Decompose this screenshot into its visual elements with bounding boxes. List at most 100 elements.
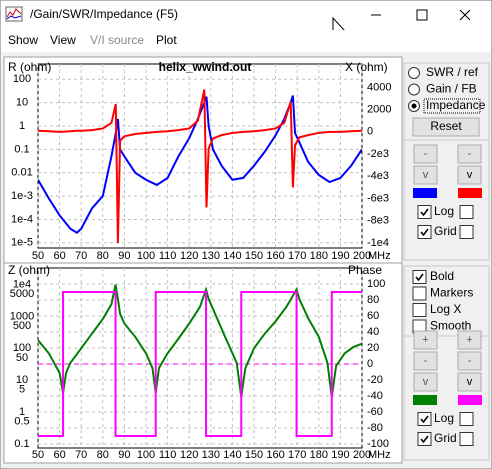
check-mark <box>415 273 424 282</box>
radio-label[interactable]: Impedance <box>426 98 486 112</box>
step-button[interactable] <box>457 165 482 185</box>
step-button[interactable] <box>413 144 438 164</box>
y-tick-label: 100 <box>13 73 31 85</box>
y-tick-label: -6e3 <box>367 192 389 204</box>
menu-item[interactable]: Show <box>8 33 38 47</box>
button-label[interactable]: v <box>423 376 429 388</box>
checkbox-label[interactable]: Grid <box>434 431 457 445</box>
y-tick-label: 80 <box>367 294 379 306</box>
y-tick-label: -8e3 <box>367 215 389 227</box>
checkbox[interactable] <box>412 303 427 317</box>
checkbox[interactable] <box>417 432 432 446</box>
y-tick-label: 40 <box>367 326 379 338</box>
button-label[interactable]: - <box>468 148 472 160</box>
menu-item[interactable]: V/I source <box>90 33 144 47</box>
step-button[interactable] <box>457 144 482 164</box>
reset-button[interactable] <box>412 117 480 137</box>
checkbox[interactable] <box>417 205 432 219</box>
checkbox-label[interactable]: Markers <box>430 286 473 300</box>
x-tick-label: 180 <box>310 449 328 461</box>
radio-button[interactable] <box>408 67 420 79</box>
button-label[interactable]: - <box>424 355 428 367</box>
x-tick-label: 200 <box>353 449 371 461</box>
y2-axis-label: X (ohm) <box>345 60 388 74</box>
checkbox-label[interactable]: Log <box>434 204 454 218</box>
step-button[interactable] <box>413 372 438 392</box>
checkbox-label[interactable]: Bold <box>430 269 454 283</box>
y-tick-label: 0.01 <box>11 167 32 179</box>
checkbox[interactable] <box>412 286 427 301</box>
y-tick-label: -40 <box>367 390 383 402</box>
checkbox-label[interactable]: Log X <box>430 302 461 316</box>
y-tick-label: 1e4 <box>13 278 31 290</box>
close-button[interactable] <box>459 9 471 21</box>
menu-item[interactable]: Plot <box>156 33 177 47</box>
x-tick-label: 170 <box>288 250 306 262</box>
checkbox[interactable] <box>459 225 474 239</box>
y-tick-label: 50 <box>16 352 28 364</box>
x-tick-label: 80 <box>97 449 109 461</box>
x-tick-label: 110 <box>159 250 177 262</box>
radio-button[interactable] <box>408 83 420 96</box>
check-mark <box>420 435 429 444</box>
checkbox[interactable] <box>412 270 427 284</box>
y-tick-label: -4e3 <box>367 170 389 182</box>
checkbox-label[interactable]: Smooth <box>430 319 471 333</box>
button-label[interactable]: Reset <box>430 119 462 133</box>
button-label[interactable]: + <box>466 334 472 346</box>
step-button[interactable] <box>457 372 482 392</box>
x-tick-label: 190 <box>331 449 349 461</box>
y-tick-label: -100 <box>367 438 389 450</box>
button-label[interactable]: v <box>467 376 473 388</box>
y-tick-label: 1 <box>19 120 25 132</box>
x-tick-label: 130 <box>202 250 220 262</box>
color-swatch[interactable] <box>458 188 482 198</box>
radio-label[interactable]: SWR / ref <box>426 65 479 79</box>
x-tick-label: 120 <box>180 250 198 262</box>
checkbox[interactable] <box>459 205 474 219</box>
checkbox[interactable] <box>459 412 474 426</box>
y-tick-label: 4000 <box>367 81 391 93</box>
y-tick-label: 1e-5 <box>11 237 33 249</box>
step-button[interactable] <box>413 165 438 185</box>
step-button[interactable] <box>457 330 482 350</box>
check-mark <box>420 228 429 237</box>
button-label[interactable]: + <box>422 334 428 346</box>
button-label[interactable]: - <box>424 148 428 160</box>
checkbox-label[interactable]: Grid <box>434 224 457 238</box>
button-label[interactable]: v <box>467 169 473 181</box>
plot-area <box>37 267 363 449</box>
color-swatch[interactable] <box>413 395 437 405</box>
color-swatch[interactable] <box>413 188 437 198</box>
checkbox[interactable] <box>417 412 432 426</box>
radio-label[interactable]: Gain / FB <box>426 82 477 96</box>
y-tick-label: 0 <box>367 358 373 370</box>
x-tick-label: 150 <box>245 250 263 262</box>
button-label[interactable]: - <box>468 355 472 367</box>
plot-area <box>37 63 363 249</box>
maximize-button[interactable] <box>416 9 428 21</box>
checkbox[interactable] <box>459 432 474 446</box>
y-tick-label: 2000 <box>367 103 391 115</box>
check-mark <box>420 415 429 424</box>
step-button[interactable] <box>413 330 438 350</box>
x-tick-label: 160 <box>266 449 284 461</box>
x-tick-label: 140 <box>223 449 241 461</box>
x-tick-label: 50 <box>32 250 44 262</box>
button-label[interactable]: v <box>423 169 429 181</box>
checkbox[interactable] <box>417 225 432 239</box>
checkbox-label[interactable]: Log <box>434 411 454 425</box>
y-tick-label: 500 <box>13 320 31 332</box>
y-tick-label: 10 <box>16 374 28 386</box>
x-tick-label: 110 <box>159 449 177 461</box>
focus-rect <box>423 98 481 114</box>
step-button[interactable] <box>457 351 482 371</box>
x-tick-label: 100 <box>137 449 155 461</box>
x-tick-label: 60 <box>53 250 65 262</box>
color-swatch[interactable] <box>458 395 482 405</box>
x-tick-label: 140 <box>223 250 241 262</box>
step-button[interactable] <box>413 351 438 371</box>
menu-item[interactable]: View <box>50 33 76 47</box>
y-tick-label: -2e3 <box>367 148 389 160</box>
